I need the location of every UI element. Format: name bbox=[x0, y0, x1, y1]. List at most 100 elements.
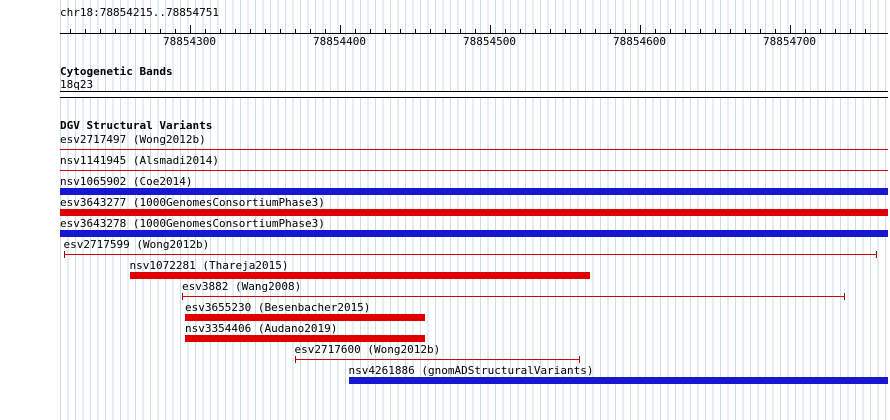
variant-start-tick bbox=[63, 251, 65, 258]
ruler-minor-tick bbox=[744, 29, 746, 33]
ruler-axis-line bbox=[60, 33, 888, 34]
ruler-minor-tick bbox=[429, 29, 431, 33]
ruler-minor-tick bbox=[324, 29, 326, 33]
variant-end-tick bbox=[844, 293, 845, 300]
ruler-minor-tick bbox=[219, 29, 221, 33]
track-bar-nsv1141945[interactable] bbox=[60, 167, 888, 174]
track-bar-esv3882[interactable] bbox=[182, 293, 845, 300]
track-bar-esv3643278[interactable] bbox=[60, 230, 888, 237]
variant-span-line bbox=[294, 359, 580, 360]
ruler-minor-tick bbox=[414, 29, 416, 33]
ruler-minor-tick bbox=[864, 29, 866, 33]
track-bar-esv3655230[interactable] bbox=[185, 314, 425, 321]
ruler-minor-tick bbox=[129, 29, 131, 33]
ruler-minor-tick bbox=[714, 29, 716, 33]
ruler-minor-tick bbox=[594, 29, 596, 33]
ruler-minor-tick bbox=[279, 29, 281, 33]
ruler-tick-label: 78854700 bbox=[763, 35, 816, 48]
track-label-esv2717497[interactable]: esv2717497 (Wong2012b) bbox=[60, 133, 206, 146]
ruler-minor-tick bbox=[384, 29, 386, 33]
ruler-minor-tick bbox=[84, 29, 86, 33]
ruler-minor-tick bbox=[399, 29, 401, 33]
ruler-minor-tick bbox=[759, 29, 761, 33]
ruler-minor-tick bbox=[99, 29, 101, 33]
track-label-nsv3354406[interactable]: nsv3354406 (Audano2019) bbox=[185, 322, 338, 335]
ruler-minor-tick bbox=[114, 29, 116, 33]
ruler-minor-tick bbox=[699, 29, 701, 33]
track-bar-esv2717497[interactable] bbox=[60, 146, 888, 153]
ruler-minor-tick bbox=[849, 29, 851, 33]
track-bar-nsv4261886[interactable] bbox=[348, 377, 888, 384]
ruler-tick-label: 78854300 bbox=[163, 35, 216, 48]
cytoband-label: 18q23 bbox=[60, 78, 94, 91]
track-bar-nsv1065902[interactable] bbox=[60, 188, 888, 195]
ruler-major-tick bbox=[489, 25, 491, 33]
ruler-major-tick bbox=[639, 25, 641, 33]
ruler-minor-tick bbox=[669, 29, 671, 33]
track-bar-esv3643277[interactable] bbox=[60, 209, 888, 216]
track-label-esv2717600[interactable]: esv2717600 (Wong2012b) bbox=[294, 343, 441, 356]
track-label-esv3882[interactable]: esv3882 (Wang2008) bbox=[182, 280, 302, 293]
track-bar-nsv3354406[interactable] bbox=[185, 335, 425, 342]
ruler-minor-tick bbox=[204, 29, 206, 33]
cytoband-18q23[interactable] bbox=[60, 91, 888, 98]
track-label-esv3643277[interactable]: esv3643277 (1000GenomesConsortiumPhase3) bbox=[60, 196, 325, 209]
ruler-minor-tick bbox=[519, 29, 521, 33]
ruler-major-tick bbox=[189, 25, 191, 33]
variant-span-line bbox=[60, 149, 888, 150]
track-bar-esv2717600[interactable] bbox=[294, 356, 580, 363]
ruler-minor-tick bbox=[609, 29, 611, 33]
track-label-esv2717599[interactable]: esv2717599 (Wong2012b) bbox=[63, 238, 210, 251]
track-label-nsv1065902[interactable]: nsv1065902 (Coe2014) bbox=[60, 175, 193, 188]
track-bar-esv2717599[interactable] bbox=[63, 251, 877, 258]
track-label-esv3655230[interactable]: esv3655230 (Besenbacher2015) bbox=[185, 301, 371, 314]
ruler-minor-tick bbox=[804, 29, 806, 33]
ruler-minor-tick bbox=[354, 29, 356, 33]
variant-span-line bbox=[182, 296, 845, 297]
ruler-minor-tick bbox=[174, 29, 176, 33]
ruler-minor-tick bbox=[249, 29, 251, 33]
ruler-minor-tick bbox=[579, 29, 581, 33]
variant-start-tick bbox=[182, 293, 183, 300]
ruler-minor-tick bbox=[834, 29, 836, 33]
ruler-tick-label: 78854600 bbox=[613, 35, 666, 48]
region-label: chr18:78854215..78854751 bbox=[60, 6, 219, 19]
ruler-minor-tick bbox=[549, 29, 551, 33]
ruler-minor-tick bbox=[504, 29, 506, 33]
track-label-nsv4261886[interactable]: nsv4261886 (gnomADStructuralVariants) bbox=[348, 364, 594, 377]
ruler-minor-tick bbox=[534, 29, 536, 33]
ruler-minor-tick bbox=[729, 29, 731, 33]
ruler-tick-label: 78854400 bbox=[313, 35, 366, 48]
ruler-minor-tick bbox=[264, 29, 266, 33]
variant-end-tick bbox=[578, 356, 580, 363]
ruler-major-tick bbox=[339, 25, 341, 33]
ruler-minor-tick bbox=[309, 29, 311, 33]
ruler-minor-tick bbox=[624, 29, 626, 33]
variant-start-tick bbox=[294, 356, 296, 363]
ruler-minor-tick bbox=[234, 29, 236, 33]
track-label-nsv1072281[interactable]: nsv1072281 (Thareja2015) bbox=[129, 259, 289, 272]
dgv-section-title: DGV Structural Variants bbox=[60, 119, 213, 132]
ruler-minor-tick bbox=[819, 29, 821, 33]
ruler-minor-tick bbox=[159, 29, 161, 33]
ruler-minor-tick bbox=[474, 29, 476, 33]
ruler-tick-label: 78854500 bbox=[463, 35, 516, 48]
cytobands-section-title: Cytogenetic Bands bbox=[60, 65, 173, 78]
ruler-minor-tick bbox=[294, 29, 296, 33]
ruler-minor-tick bbox=[684, 29, 686, 33]
ruler-minor-tick bbox=[144, 29, 146, 33]
variant-span-line bbox=[63, 254, 877, 255]
ruler-minor-tick bbox=[69, 29, 71, 33]
ruler-minor-tick bbox=[369, 29, 371, 33]
ruler-minor-tick bbox=[654, 29, 656, 33]
ruler-minor-tick bbox=[774, 29, 776, 33]
track-bar-nsv1072281[interactable] bbox=[129, 272, 590, 279]
ruler-minor-tick bbox=[564, 29, 566, 33]
ruler-minor-tick bbox=[459, 29, 461, 33]
ruler-major-tick bbox=[789, 25, 791, 33]
ruler-minor-tick bbox=[444, 29, 446, 33]
track-label-esv3643278[interactable]: esv3643278 (1000GenomesConsortiumPhase3) bbox=[60, 217, 325, 230]
track-label-nsv1141945[interactable]: nsv1141945 (Alsmadi2014) bbox=[60, 154, 219, 167]
